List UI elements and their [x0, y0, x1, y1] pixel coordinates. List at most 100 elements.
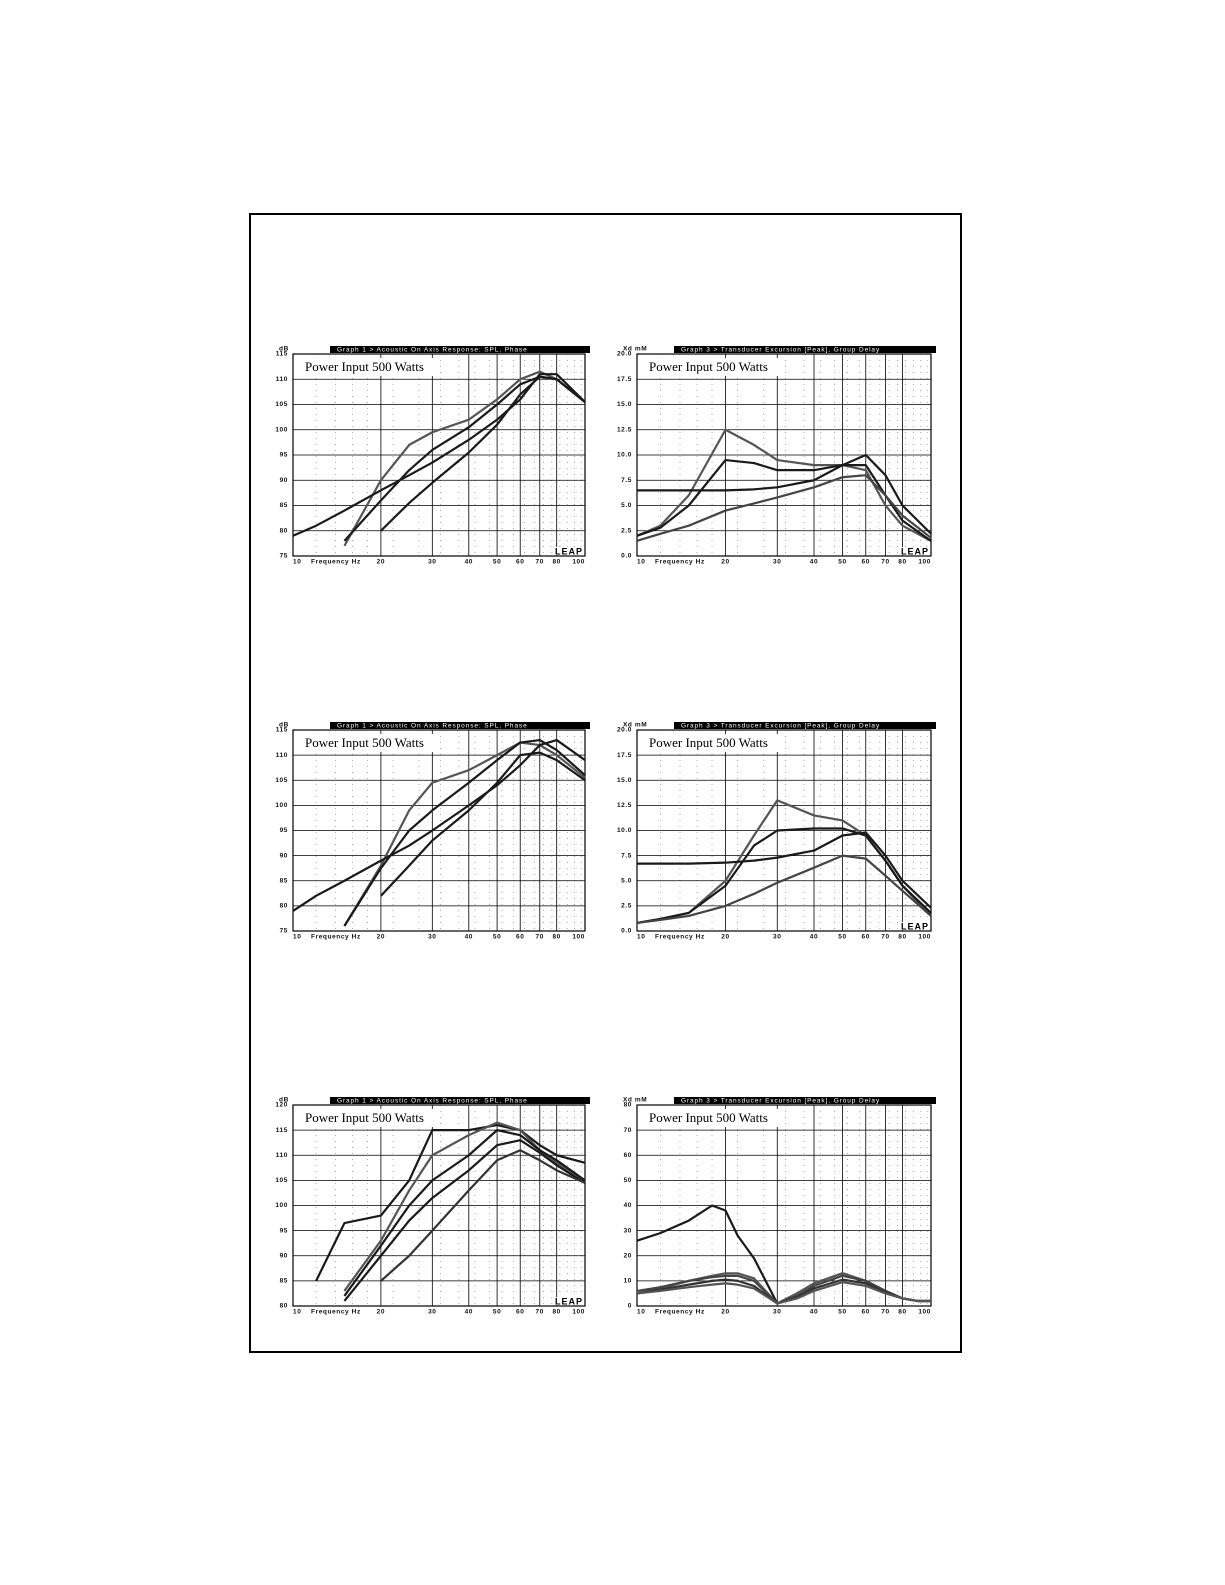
series-line — [343, 738, 586, 927]
x-tick-label: 100 — [918, 934, 931, 941]
series-line — [315, 1124, 586, 1282]
y-tick-label: 0.0 — [621, 553, 632, 560]
y-tick-label: 90 — [280, 852, 288, 859]
chart-title: Graph 1 > Acoustic On Axis Response: SPL… — [337, 346, 528, 353]
x-tick-label: 50 — [493, 934, 501, 941]
y-axis-label: Xd mM — [623, 722, 647, 729]
logo: LEAP — [555, 546, 583, 556]
annotation: Power Input 500 Watts — [649, 1110, 768, 1125]
logo-bg — [555, 547, 584, 555]
x-tick-label: 100 — [572, 934, 585, 941]
y-axis-label: dB — [279, 1097, 289, 1104]
y-tick-label: 105 — [275, 401, 288, 408]
annotation: Power Input 500 Watts — [305, 735, 424, 750]
x-tick-label: 20 — [377, 559, 385, 566]
x-axis-label: Frequency Hz — [311, 1309, 361, 1316]
y-tick-label: 60 — [624, 1152, 632, 1159]
x-tick-label: 60 — [862, 559, 870, 566]
x-tick-label: 40 — [810, 559, 818, 566]
x-tick-label: 100 — [918, 559, 931, 566]
x-tick-label: 20 — [721, 1309, 729, 1316]
y-tick-label: 0.0 — [621, 928, 632, 935]
x-tick-label: 70 — [881, 1309, 889, 1316]
annotation-box — [645, 734, 781, 752]
y-tick-label: 90 — [280, 1252, 288, 1259]
x-tick-label: 80 — [552, 559, 560, 566]
x-tick-label: 30 — [428, 934, 436, 941]
y-tick-label: 2.5 — [621, 903, 632, 910]
x-tick-label: 20 — [721, 559, 729, 566]
y-tick-label: 95 — [280, 452, 288, 459]
y-tick-label: 90 — [280, 477, 288, 484]
y-tick-label: 115 — [276, 727, 288, 734]
chart-panel: 0.0 2.5 5.0 7.5 10.0 12.5 15.0 17.5 20.0 10 20 30 40… — [617, 346, 936, 566]
y-tick-label: 110 — [276, 752, 288, 759]
annotation: Power Input 500 Watts — [305, 359, 424, 374]
y-tick-label: 2.5 — [621, 527, 632, 534]
y-tick-label: 5.0 — [621, 502, 632, 509]
y-tick-label: 10.0 — [617, 452, 632, 459]
y-tick-label: 85 — [280, 1278, 288, 1285]
x-tick-label: 10 — [637, 1309, 645, 1316]
logo: LEAP — [901, 546, 929, 556]
y-tick-label: 105 — [275, 1177, 288, 1184]
y-axis-label: Xd mM — [623, 346, 647, 353]
logo-bg — [901, 547, 930, 555]
x-tick-label: 70 — [536, 559, 544, 566]
series-line — [380, 1149, 586, 1282]
y-tick-label: 17.5 — [617, 376, 632, 383]
chart-panel: 0.0 2.5 5.0 7.5 10.0 12.5 15.0 17.5 20.0 10 20 30 40… — [617, 722, 936, 941]
annotation: Power Input 500 Watts — [305, 1110, 424, 1125]
chart-title: Graph 1 > Acoustic On Axis Response: SPL… — [337, 722, 528, 729]
series-line — [636, 854, 932, 925]
series-line — [343, 1139, 586, 1302]
y-tick-label: 95 — [280, 827, 288, 834]
x-tick-label: 70 — [881, 934, 889, 941]
y-tick-label: 5.0 — [621, 877, 632, 884]
x-tick-label: 60 — [516, 559, 524, 566]
y-tick-label: 75 — [280, 553, 288, 560]
y-tick-label: 20 — [624, 1252, 632, 1259]
x-axis-label: Frequency Hz — [655, 559, 705, 566]
x-tick-label: 100 — [918, 1309, 931, 1316]
y-tick-label: 115 — [276, 351, 288, 358]
x-tick-label: 60 — [862, 934, 870, 941]
y-tick-label: 7.5 — [621, 852, 632, 859]
chart-title: Graph 3 > Transducer Excursion [Peak], G… — [681, 1097, 880, 1104]
x-tick-label: 80 — [898, 1309, 906, 1316]
chart-panel: 75 80 85 90 95 100 105 110 115 10 20 30 40 50 60 70 80 10… — [275, 346, 590, 566]
chart-title: Graph 1 > Acoustic On Axis Response: SPL… — [337, 1097, 528, 1104]
x-tick-label: 60 — [862, 1309, 870, 1316]
x-tick-label: 50 — [493, 1309, 501, 1316]
series-line — [637, 831, 932, 909]
x-tick-label: 30 — [773, 559, 781, 566]
x-axis-label: Frequency Hz — [655, 1309, 705, 1316]
y-tick-label: 120 — [275, 1102, 288, 1109]
y-tick-label: 115 — [276, 1127, 288, 1134]
header-bar — [674, 722, 936, 729]
y-tick-label: 80 — [624, 1102, 632, 1109]
x-tick-label: 10 — [637, 934, 645, 941]
chart-panel: 80 85 90 95 100 105 110 115 120 10 20 30 40 50 60 70 80 1… — [275, 1097, 590, 1316]
x-tick-label: 20 — [721, 934, 729, 941]
series-line — [292, 738, 586, 912]
x-tick-label: 100 — [572, 559, 585, 566]
y-tick-label: 100 — [275, 426, 288, 433]
y-tick-label: 7.5 — [621, 477, 632, 484]
page-frame — [249, 213, 962, 1353]
annotation: Power Input 500 Watts — [649, 359, 768, 374]
x-tick-label: 80 — [898, 934, 906, 941]
chart-title: Graph 3 > Transducer Excursion [Peak], G… — [681, 722, 880, 729]
y-tick-label: 105 — [275, 777, 288, 784]
logo: LEAP — [901, 921, 929, 931]
x-tick-label: 80 — [552, 1309, 560, 1316]
header-bar — [330, 346, 590, 353]
series-line — [343, 741, 586, 927]
y-tick-label: 70 — [624, 1127, 632, 1134]
x-tick-label: 30 — [773, 1309, 781, 1316]
y-tick-label: 75 — [280, 928, 288, 935]
series-line — [343, 1129, 586, 1297]
series-line — [636, 428, 932, 542]
y-axis-label: dB — [279, 346, 289, 353]
x-tick-label: 70 — [881, 559, 889, 566]
